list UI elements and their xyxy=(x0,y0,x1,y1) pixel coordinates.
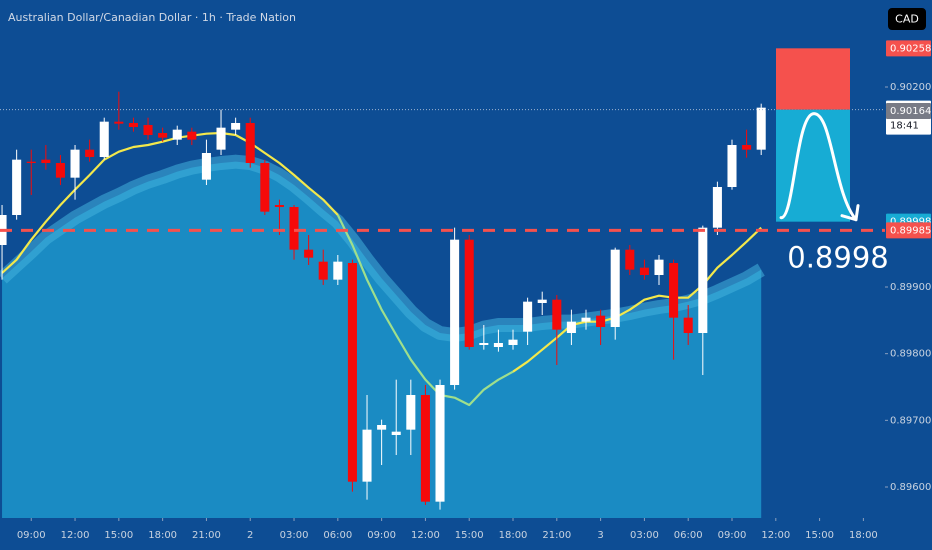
y-tick-label: 0.90200 xyxy=(890,82,931,93)
price-tag-label: 0.89985 xyxy=(890,225,931,236)
chart-title: Australian Dollar/Canadian Dollar · 1h ·… xyxy=(8,11,296,24)
price-tag xyxy=(886,40,931,57)
candle-body xyxy=(479,343,489,345)
candle-body xyxy=(158,133,168,138)
currency-button[interactable] xyxy=(888,8,926,30)
x-tick-label: 06:00 xyxy=(323,530,352,541)
price-tag-label: 0.90258 xyxy=(890,43,931,54)
candle-body xyxy=(216,127,226,150)
candle-body xyxy=(756,107,766,150)
candle-body xyxy=(581,317,591,322)
candle-body xyxy=(128,123,138,127)
x-tick-label: 03:00 xyxy=(280,530,309,541)
candle-body xyxy=(201,153,211,180)
target-annotation: 0.8998 xyxy=(787,241,888,275)
price-tag-label: 0.90164 xyxy=(890,106,931,117)
candle-body xyxy=(41,159,51,163)
price-tag-label: 0.89998 xyxy=(890,217,931,228)
candle-body xyxy=(698,227,708,333)
candle-body xyxy=(625,249,635,270)
candle-body xyxy=(362,429,372,482)
candle-body xyxy=(114,121,124,124)
candle-body xyxy=(260,163,270,212)
candle-body xyxy=(55,163,65,178)
candle-body xyxy=(245,123,255,163)
candle-body xyxy=(669,263,679,318)
candle-body xyxy=(26,161,36,163)
candle-body xyxy=(85,149,95,157)
x-tick-label: 12:00 xyxy=(411,530,440,541)
candle-body xyxy=(12,159,22,215)
stop-zone xyxy=(776,48,850,110)
y-tick-label: 0.89800 xyxy=(890,349,931,360)
y-tick-label: 0.89700 xyxy=(890,415,931,426)
candle-body xyxy=(552,299,562,330)
candle-body xyxy=(654,259,664,275)
ma-line xyxy=(1,131,762,373)
candle-body xyxy=(610,249,620,327)
candle-body xyxy=(450,239,460,385)
x-tick-label: 09:00 xyxy=(17,530,46,541)
x-tick-label: 21:00 xyxy=(192,530,221,541)
candle-body xyxy=(318,261,328,280)
candle-body xyxy=(187,131,197,140)
ma-line xyxy=(336,214,514,407)
projection-arrow xyxy=(840,204,860,222)
countdown: 18:41 xyxy=(890,121,919,132)
candle-body xyxy=(566,321,576,333)
candle-body xyxy=(523,301,533,332)
candle-body xyxy=(70,149,80,178)
x-tick-label: 15:00 xyxy=(455,530,484,541)
candle-body xyxy=(727,145,737,187)
x-tick-label: 3 xyxy=(597,530,603,541)
candle-body xyxy=(493,343,503,347)
candle-body xyxy=(596,315,606,327)
candle-body xyxy=(377,425,387,430)
candle-body xyxy=(99,121,109,157)
projection-wave xyxy=(779,112,858,222)
x-tick-label: 06:00 xyxy=(674,530,703,541)
x-tick-label: 2 xyxy=(247,530,253,541)
candle-body xyxy=(742,145,752,150)
candle-body xyxy=(464,239,474,347)
candle-body xyxy=(274,205,284,207)
x-tick-label: 09:00 xyxy=(718,530,747,541)
candle-body xyxy=(639,267,649,275)
x-tick-label: 18:00 xyxy=(499,530,528,541)
candle-body xyxy=(435,385,445,502)
x-tick-label: 15:00 xyxy=(104,530,133,541)
currency-label[interactable]: CAD xyxy=(895,13,919,26)
area-edge xyxy=(0,154,765,342)
candle-body xyxy=(406,395,416,430)
x-tick-label: 12:00 xyxy=(61,530,90,541)
candle-body xyxy=(683,317,693,333)
candle-body xyxy=(289,207,299,250)
candle-body xyxy=(333,261,343,280)
x-tick-label: 18:00 xyxy=(849,530,878,541)
x-tick-label: 03:00 xyxy=(630,530,659,541)
candle-body xyxy=(508,339,518,345)
x-tick-label: 18:00 xyxy=(148,530,177,541)
candle-body xyxy=(712,187,722,228)
price-tag xyxy=(886,222,931,239)
candle-body xyxy=(391,431,401,435)
candle-body xyxy=(347,263,357,482)
y-tick-label: 0.89900 xyxy=(890,282,931,293)
candle-body xyxy=(172,129,182,140)
candle-body xyxy=(537,299,547,303)
candle-body xyxy=(231,123,241,130)
candle-body xyxy=(143,125,153,135)
x-tick-label: 15:00 xyxy=(805,530,834,541)
y-tick-label: 0.89600 xyxy=(890,482,931,493)
x-tick-label: 09:00 xyxy=(367,530,396,541)
x-tick-label: 12:00 xyxy=(761,530,790,541)
area xyxy=(2,161,762,519)
candle-body xyxy=(304,249,314,258)
price-tag xyxy=(886,103,931,119)
x-tick-label: 21:00 xyxy=(542,530,571,541)
candle-body xyxy=(420,395,430,502)
plot-area xyxy=(0,91,766,519)
